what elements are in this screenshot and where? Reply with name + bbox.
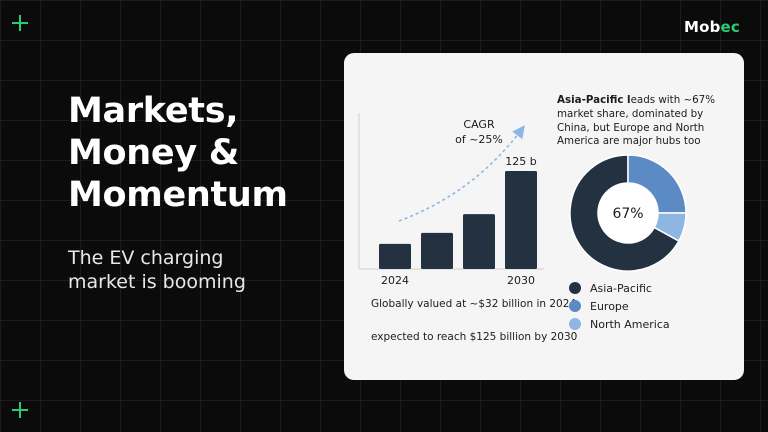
x-tick-label: 2030 [507,274,535,287]
slide-headline: Markets, Money & Momentum [68,90,328,216]
legend-dot-icon [569,318,581,330]
headline-line: Momentum [68,175,288,215]
legend-label: Europe [590,299,629,313]
headline-line: Money & [68,133,239,173]
pie-description: Asia-Pacific leads with ~67% market shar… [557,94,737,149]
brand-name: Mob [683,18,721,36]
corner-plus-icon [12,15,28,31]
donut-center-label: 67% [612,206,643,222]
subtitle-line: market is booming [68,271,246,293]
headline-line: Markets, [68,91,239,131]
slide-subtitle: The EV charging market is booming [68,246,308,294]
info-card: CAGR of ~25% 2024 2030 125 b 67% Globall… [344,53,744,380]
pie-legend: Asia-Pacific Europe North America [569,279,670,333]
trend-arrow [398,125,525,222]
market-forecast-text: expected to reach $125 billion by 2030 [371,331,578,343]
legend-item: North America [569,315,670,333]
bar-data-label: 125 b [505,155,536,168]
legend-label: North America [590,317,670,331]
brand-logo: Mobec [684,18,740,36]
bar [379,243,411,269]
corner-plus-icon [12,402,28,418]
bar [505,171,537,269]
legend-dot-icon [569,282,581,294]
bar [463,214,495,269]
legend-item: Asia-Pacific [569,279,670,297]
market-value-text: Globally valued at ~$32 billion in 2024 [371,298,577,310]
pie-description-rest: eads with ~67% market share, dominated b… [557,94,716,148]
subtitle-line: The EV charging [68,247,224,269]
bar-series [379,171,537,269]
cagr-label-line2: of ~25% [455,133,503,146]
donut-chart [569,154,687,272]
legend-label: Asia-Pacific [590,281,652,295]
pie-description-bold: Asia-Pacific l [557,94,631,106]
legend-dot-icon [569,300,581,312]
x-tick-label: 2024 [381,274,409,287]
legend-item: Europe [569,297,670,315]
charts-svg: CAGR of ~25% 2024 2030 125 b 67% [358,113,687,287]
cagr-label-line1: CAGR [463,118,495,131]
brand-name-accent: ec [720,18,740,36]
bar [421,232,453,269]
donut-hole [598,183,658,243]
